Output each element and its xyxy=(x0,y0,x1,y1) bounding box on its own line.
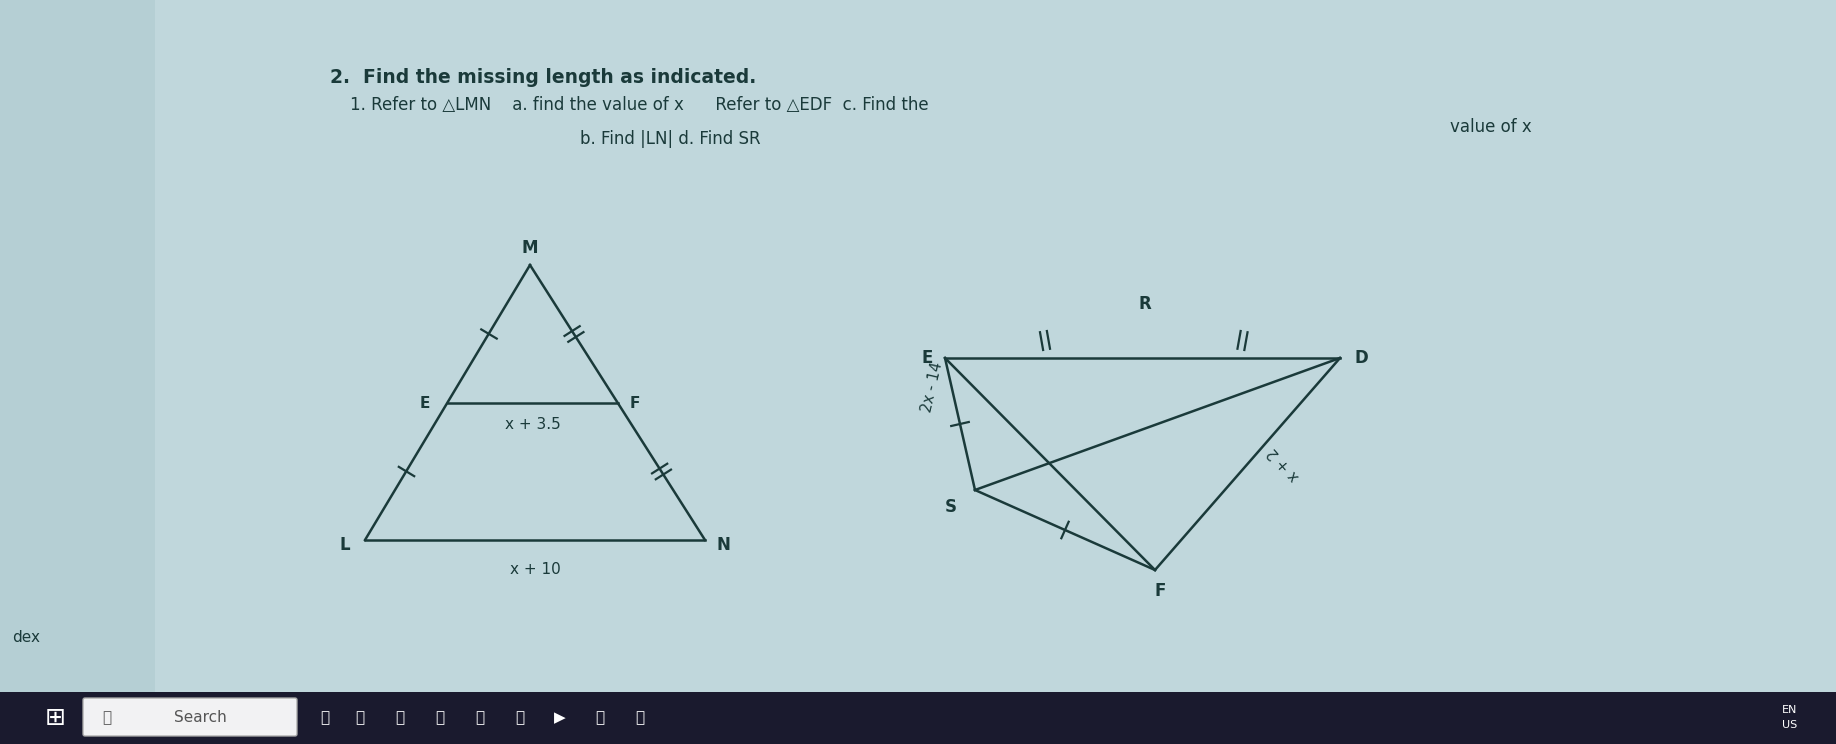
Text: 🌐: 🌐 xyxy=(395,711,404,725)
Text: F: F xyxy=(630,396,641,411)
Text: Search: Search xyxy=(174,711,226,725)
Text: x + 10: x + 10 xyxy=(510,562,560,577)
Text: 1. Refer to △LMN    a. find the value of x      Refer to △EDF  c. Find the: 1. Refer to △LMN a. find the value of x … xyxy=(351,96,929,114)
Text: 🔊: 🔊 xyxy=(356,711,365,725)
Text: L: L xyxy=(340,536,351,554)
Text: 💻: 💻 xyxy=(321,711,330,725)
Text: x + 3.5: x + 3.5 xyxy=(505,417,560,432)
Text: 2.  Find the missing length as indicated.: 2. Find the missing length as indicated. xyxy=(330,68,756,87)
Text: EN: EN xyxy=(1783,705,1797,715)
Text: D: D xyxy=(1353,349,1368,367)
Text: x + 2: x + 2 xyxy=(1265,444,1304,484)
Text: 📷: 📷 xyxy=(516,711,525,725)
FancyBboxPatch shape xyxy=(83,698,297,736)
Text: 📷: 📷 xyxy=(635,711,644,725)
Text: value of x: value of x xyxy=(1450,118,1531,136)
Text: M: M xyxy=(521,239,538,257)
Text: 📁: 📁 xyxy=(435,711,444,725)
Text: dex: dex xyxy=(13,630,40,646)
Text: US: US xyxy=(1783,720,1797,730)
Text: R: R xyxy=(1138,295,1151,313)
Text: ▶: ▶ xyxy=(554,711,565,725)
Text: ⊞: ⊞ xyxy=(44,706,66,730)
Text: E: E xyxy=(420,396,430,411)
Text: 📩: 📩 xyxy=(595,711,604,725)
Text: S: S xyxy=(946,498,957,516)
Text: 🌀: 🌀 xyxy=(476,711,485,725)
Text: E: E xyxy=(922,349,933,367)
Bar xyxy=(0,692,1836,744)
Text: 2x - 14: 2x - 14 xyxy=(920,361,946,414)
Text: F: F xyxy=(1155,582,1166,600)
Text: N: N xyxy=(718,536,731,554)
Text: b. Find |LN| d. Find SR: b. Find |LN| d. Find SR xyxy=(580,130,760,148)
Text: 🔍: 🔍 xyxy=(103,711,112,725)
